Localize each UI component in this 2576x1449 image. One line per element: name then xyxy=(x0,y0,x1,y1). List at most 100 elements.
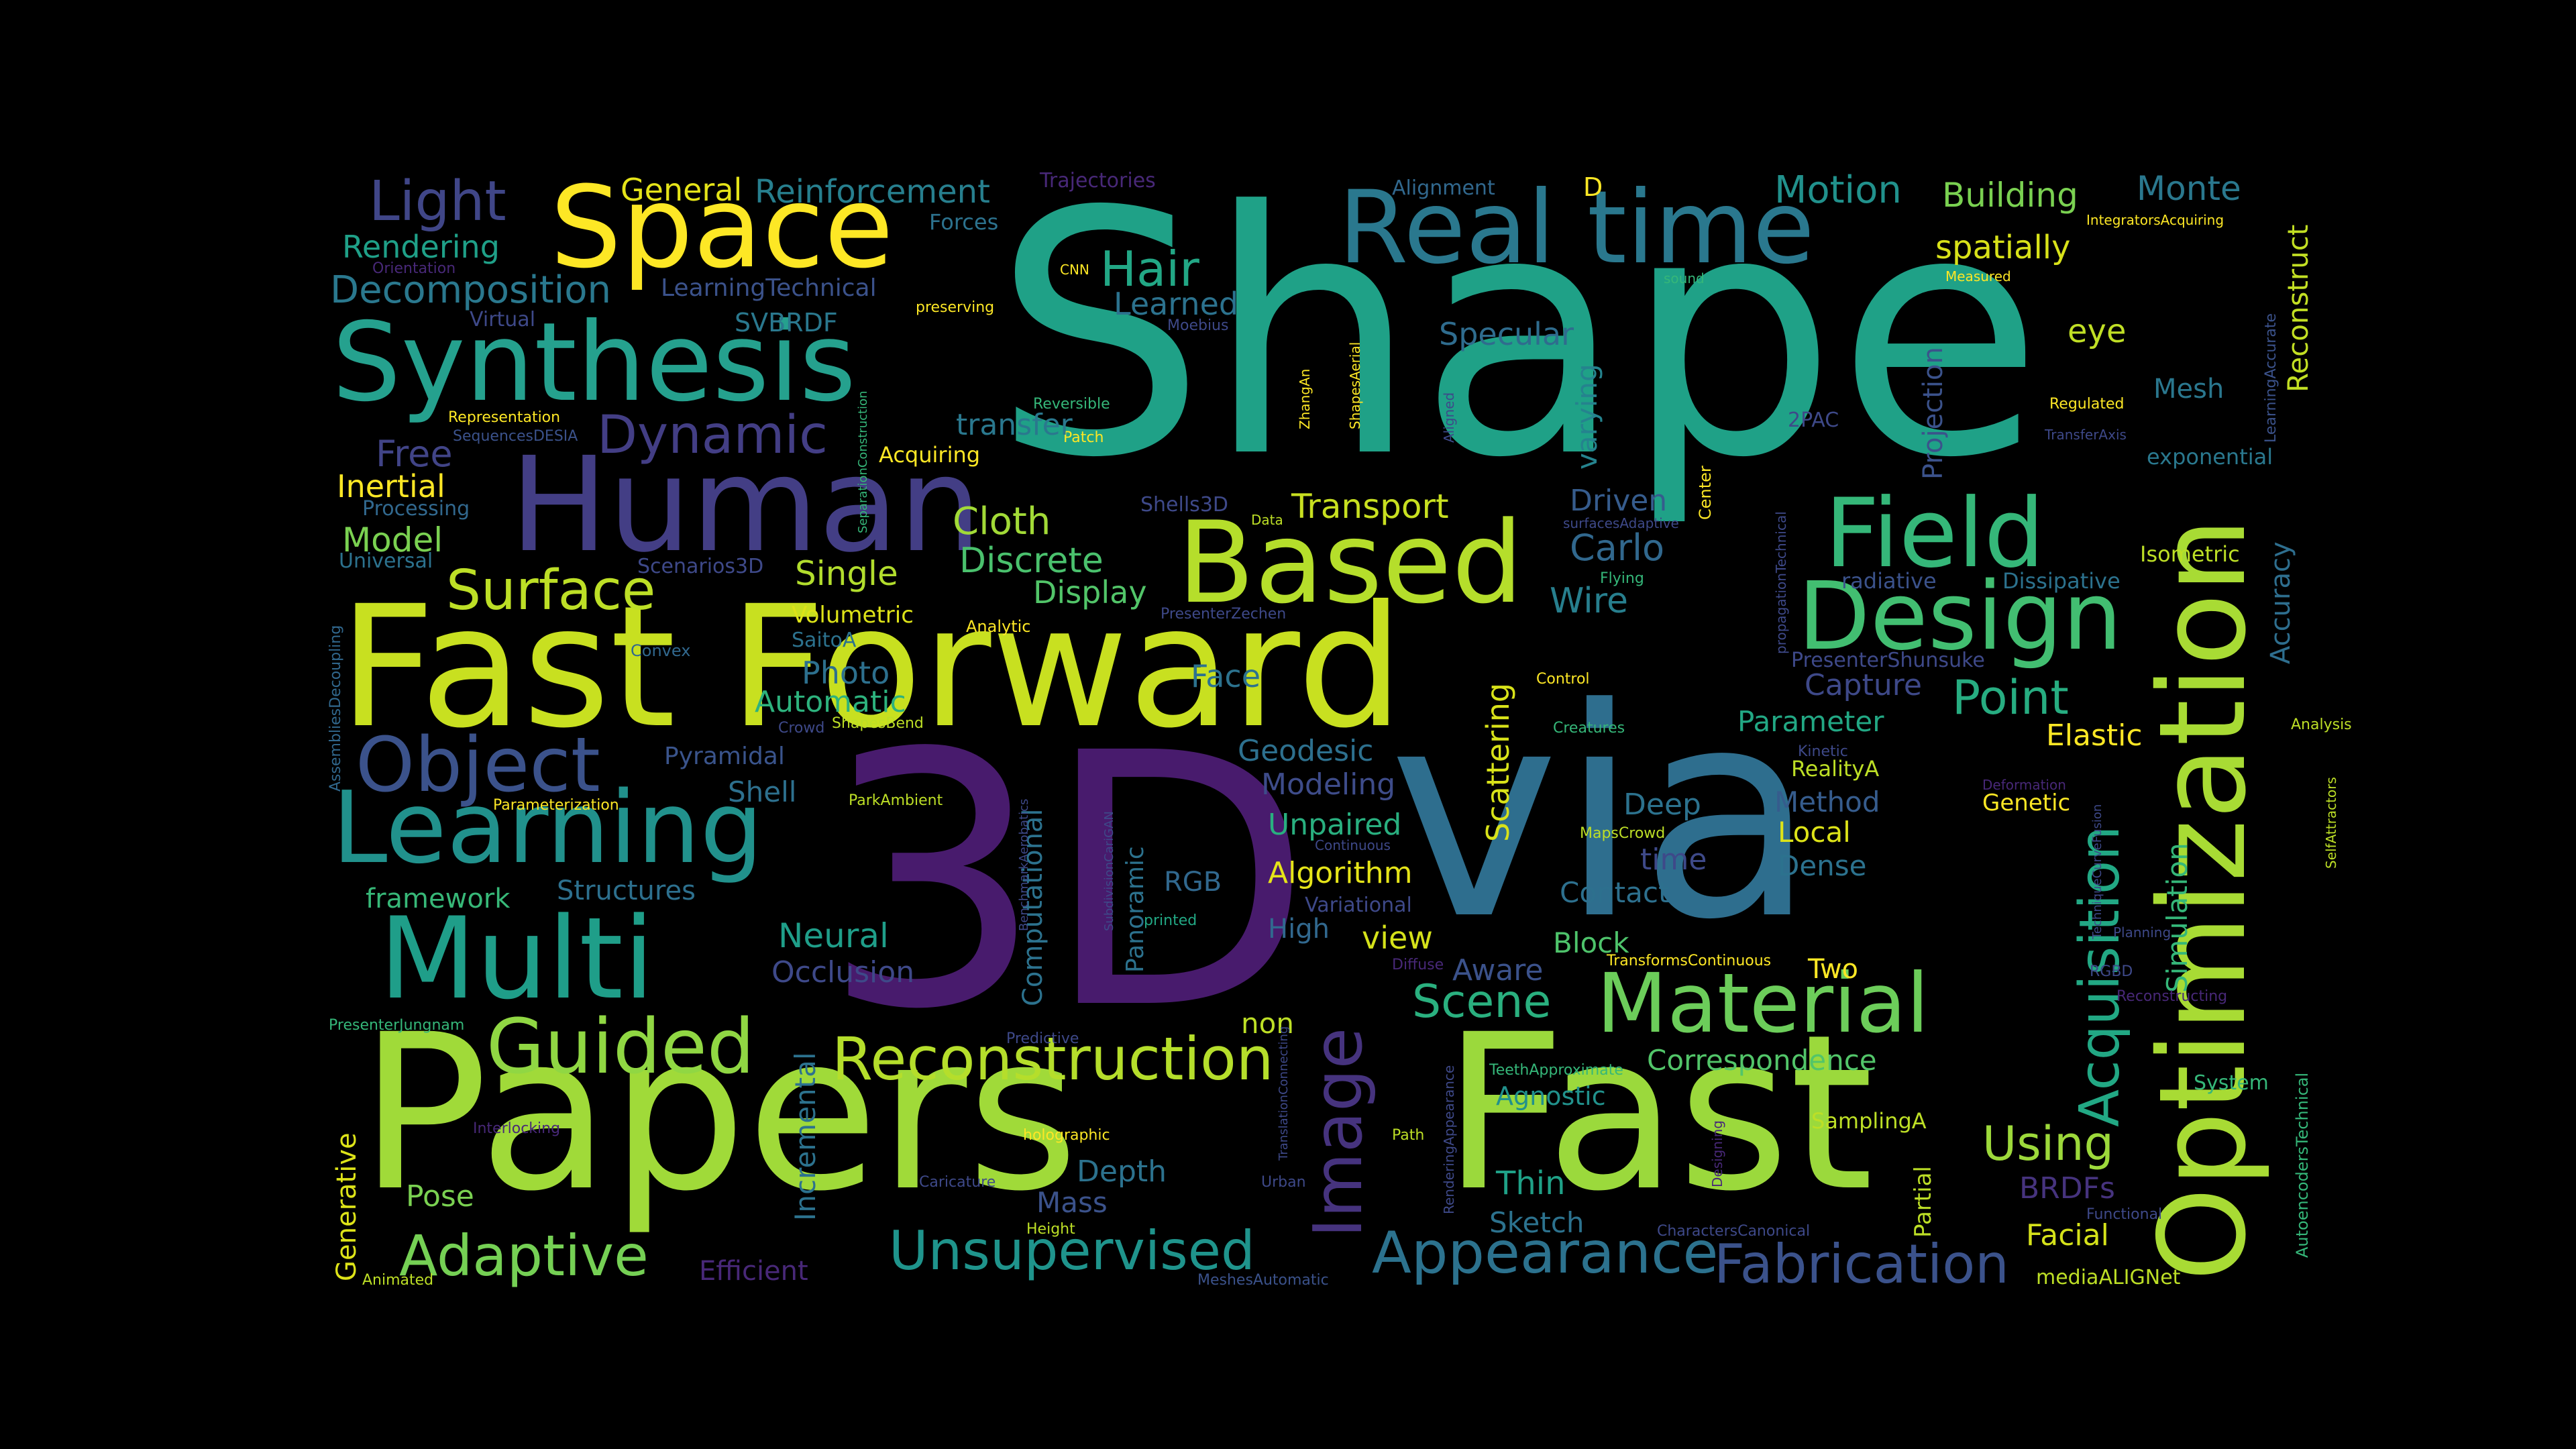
word-contact: Contact xyxy=(1560,876,1670,909)
word-display: Display xyxy=(1033,574,1147,610)
word-driven: Driven xyxy=(1570,484,1668,518)
word-acquiring: Acquiring xyxy=(879,442,981,468)
word-designing: Designing xyxy=(1709,1120,1725,1187)
word-animated: Animated xyxy=(362,1272,434,1289)
word-generative: Generative xyxy=(331,1132,362,1281)
word-caricature: Caricature xyxy=(919,1174,996,1191)
word-reconstruct: Reconstruct xyxy=(2282,224,2314,392)
word-discrete: Discrete xyxy=(959,541,1104,581)
word-patch: Patch xyxy=(1063,429,1104,446)
word-alignment: Alignment xyxy=(1392,176,1495,200)
word-continuous: Continuous xyxy=(1315,837,1391,853)
word-deformation: Deformation xyxy=(1982,777,2066,793)
word-fast-forward: Fast Forward xyxy=(339,570,1404,765)
word-control: Control xyxy=(1536,671,1590,688)
word-3d: 3D xyxy=(822,679,1313,1085)
word-brdfs: BRDFs xyxy=(2019,1171,2115,1205)
word-reversible: Reversible xyxy=(1033,396,1110,413)
word-transferaxis: TransferAxis xyxy=(2045,427,2127,443)
word-analytic: Analytic xyxy=(966,617,1031,636)
word-simulation: Simulation xyxy=(2161,843,2194,993)
word-assembliesdecoupling: AssembliesDecoupling xyxy=(327,625,344,792)
word-subdivisioncarigan: SubdivisionCariGAN xyxy=(1102,811,1116,931)
word-printed: printed xyxy=(1144,912,1197,929)
word-inertial: Inertial xyxy=(337,468,445,504)
word-structures: Structures xyxy=(557,875,696,906)
word-integratorsacquiring: IntegratorsAcquiring xyxy=(2086,212,2224,228)
word-realitya: RealityA xyxy=(1791,756,1880,782)
word-single: Single xyxy=(795,554,898,593)
word-elastic: Elastic xyxy=(2046,718,2143,753)
word-spatially: spatially xyxy=(1935,229,2071,266)
word-dense: Dense xyxy=(1778,849,1867,882)
word-svbrdf: SVBRDF xyxy=(735,308,838,337)
word-fast: Fast xyxy=(1442,989,1874,1238)
word-transformscontinuous: TransformsContinuous xyxy=(1607,953,1772,969)
word-radiative: radiative xyxy=(1841,568,1937,594)
word-pyramidal: Pyramidal xyxy=(664,743,785,770)
word-rendering: Rendering xyxy=(342,229,500,265)
word-crowd: Crowd xyxy=(778,720,825,737)
word-face: Face xyxy=(1191,658,1261,694)
word-projection: Projection xyxy=(1918,347,1949,480)
word-adaptive: Adaptive xyxy=(399,1223,649,1289)
word-photo: Photo xyxy=(802,655,890,691)
word-two: Two xyxy=(1808,954,1858,985)
word-presentershunsuke: PresenterShunsuke xyxy=(1791,649,1985,672)
word-hair: Hair xyxy=(1100,241,1199,297)
word-presenterzechen: PresenterZechen xyxy=(1161,606,1287,623)
word-propagationtechnical: propagationTechnical xyxy=(1773,511,1789,654)
word-fabrication: Fabrication xyxy=(1714,1233,2009,1295)
word-center: Center xyxy=(1696,466,1715,520)
word-papers: Papers xyxy=(359,989,1079,1238)
word-creatures: Creatures xyxy=(1553,720,1625,737)
word-characterscanonical: CharactersCanonical xyxy=(1657,1223,1811,1240)
word-method: Method xyxy=(1774,786,1880,818)
word-shapesbend: ShapesBend xyxy=(832,715,924,732)
word-reconstruction: Reconstruction xyxy=(832,1024,1274,1093)
word-building: Building xyxy=(1942,176,2078,215)
word-kinetic: Kinetic xyxy=(1798,743,1848,760)
word-zhangan: ZhangAn xyxy=(1297,368,1313,429)
word-learningtechnical: LearningTechnical xyxy=(661,274,877,302)
word-techniquecurvefusion: TechniqueCurveFusion xyxy=(2090,804,2104,939)
word-preserving: preserving xyxy=(916,299,995,316)
word-material: Material xyxy=(1597,956,1929,1051)
word-isometric: Isometric xyxy=(2140,541,2240,567)
word-variational: Variational xyxy=(1305,894,1412,917)
word-benchmarkaerobatics: BenchmarkAerobatics xyxy=(1017,798,1031,931)
word-motion: Motion xyxy=(1774,168,1902,212)
word-universal: Universal xyxy=(339,549,433,573)
word-functional: Functional xyxy=(2086,1206,2163,1223)
word-non: non xyxy=(1241,1007,1294,1040)
word-design: Design xyxy=(1798,562,2123,672)
word-panoramic: Panoramic xyxy=(1122,846,1149,973)
word-deep: Deep xyxy=(1623,788,1701,822)
word-modeling: Modeling xyxy=(1261,767,1396,802)
word-volumetric: Volumetric xyxy=(792,602,914,629)
word-occlusion: Occlusion xyxy=(771,955,915,989)
word-shells3d: Shells3D xyxy=(1140,493,1229,517)
word-wire: Wire xyxy=(1550,581,1628,621)
word-aware: Aware xyxy=(1452,953,1544,987)
word-cloth: Cloth xyxy=(953,500,1051,543)
word-surfacesadaptive: surfacesAdaptive xyxy=(1563,515,1679,531)
word-view: view xyxy=(1362,920,1433,956)
word-thin: Thin xyxy=(1496,1165,1566,1202)
word-unpaired: Unpaired xyxy=(1268,808,1402,842)
word-urban: Urban xyxy=(1261,1174,1306,1191)
word-processing: Processing xyxy=(362,497,470,521)
word-sound: sound xyxy=(1664,270,1705,286)
word-point: Point xyxy=(1952,670,2069,725)
word-based: Based xyxy=(1177,497,1523,629)
word-parameterization: Parameterization xyxy=(493,797,619,814)
word-model: Model xyxy=(342,521,443,559)
word-learned: Learned xyxy=(1114,286,1239,322)
word-genetic: Genetic xyxy=(1982,790,2071,816)
word-monte: Monte xyxy=(2137,169,2241,208)
word-via: via xyxy=(1389,647,1817,983)
word-teethapproximate: TeethApproximate xyxy=(1489,1062,1623,1079)
word-shell: Shell xyxy=(728,775,797,808)
word-path: Path xyxy=(1392,1127,1425,1144)
